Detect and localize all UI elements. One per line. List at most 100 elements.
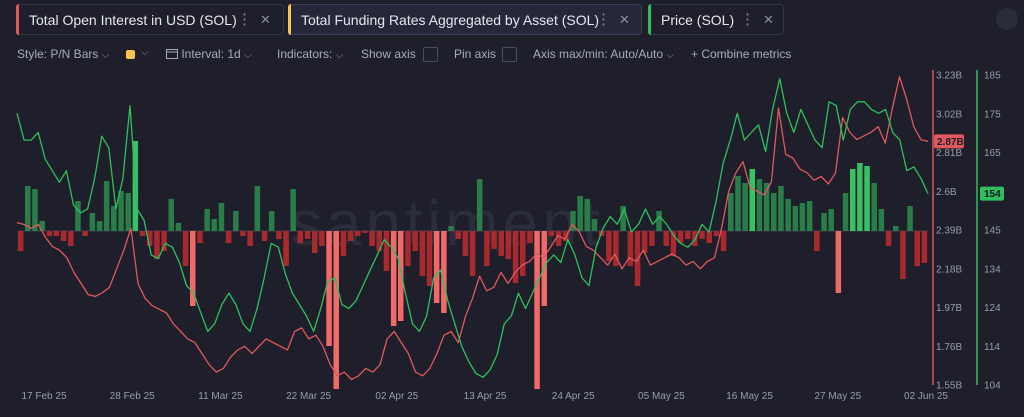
funding-bar [835, 231, 842, 293]
tab-accent-open-interest [16, 4, 19, 35]
combine-metrics-button[interactable]: + Combine metrics [691, 47, 792, 61]
funding-bar [563, 231, 569, 241]
funding-bar [763, 183, 770, 231]
funding-bar [520, 231, 526, 276]
funding-bar [89, 213, 96, 231]
funding-bar [276, 231, 282, 239]
funding-bar [627, 231, 634, 266]
axes: 3.23B 3.02B 2.81B 2.6B 2.39B 2.18B 1.97B 1.76B 1… [932, 70, 1004, 392]
funding-bar [312, 231, 318, 253]
funding-bar [175, 223, 182, 231]
x-tick-label: 13 Apr 25 [464, 391, 507, 402]
funding-bar [168, 199, 174, 231]
funding-bar [96, 221, 103, 231]
pin-axis-checkbox[interactable] [502, 47, 517, 62]
tab-price[interactable]: Price (SOL) ⋮ ✕ [648, 4, 784, 35]
calendar-icon [166, 49, 178, 59]
funding-bar [297, 231, 304, 243]
funding-bar [670, 231, 677, 256]
funding-bar [39, 221, 45, 231]
funding-bar [319, 231, 325, 246]
funding-bar [728, 193, 734, 231]
funding-bar [512, 231, 519, 283]
funding-bar [498, 231, 504, 256]
funding-bar [390, 231, 397, 326]
chevron-down-icon[interactable]: ⌵ [141, 47, 149, 58]
tab-open-interest[interactable]: Total Open Interest in USD (SOL) ⋮ ✕ [16, 4, 284, 35]
funding-bar [75, 201, 81, 231]
funding-bar [534, 231, 540, 389]
open-interest-tick-label: 2.39B [936, 226, 962, 237]
funding-bar [448, 226, 454, 231]
funding-bar [60, 231, 67, 241]
tab-accent-price [648, 4, 651, 35]
funding-bar [161, 231, 167, 251]
price-tick-label: 165 [984, 148, 1001, 159]
tab-label-open-interest: Total Open Interest in USD (SOL) [29, 11, 237, 28]
close-icon[interactable]: ✕ [763, 12, 774, 27]
funding-bar [32, 189, 38, 231]
funding-bar [570, 211, 576, 231]
color-swatch[interactable] [126, 50, 135, 59]
funding-bar [261, 231, 268, 241]
funding-bar [921, 231, 928, 263]
tab-accent-funding-rates [288, 4, 291, 35]
open-interest-tick-label: 2.81B [936, 148, 962, 159]
funding-bar [82, 231, 88, 236]
funding-bar [154, 231, 160, 259]
tab-label-funding-rates: Total Funding Rates Aggregated by Asset … [301, 11, 600, 28]
x-tick-label: 05 May 25 [638, 391, 685, 402]
funding-bar [469, 231, 476, 276]
funding-bar [355, 231, 361, 236]
funding-bar [441, 231, 447, 313]
axis-maxmin-selector[interactable]: Axis max/min: Auto/Auto ⌵ [533, 47, 674, 61]
funding-bar [25, 186, 31, 231]
theme-toggle-icon[interactable] [996, 8, 1018, 30]
funding-bar [290, 189, 296, 231]
funding-bar [426, 231, 433, 286]
open-interest-tick-label: 2.18B [936, 264, 962, 275]
funding-bar [606, 231, 612, 261]
funding-bar [347, 231, 354, 241]
style-selector[interactable]: Style: P/N Bars ⌵ [17, 47, 109, 61]
funding-bar [713, 231, 720, 236]
open-interest-tick-label: 3.02B [936, 109, 962, 120]
funding-bar [907, 206, 913, 231]
price-current-value: 154 [984, 189, 1001, 200]
funding-bar [735, 176, 741, 231]
x-tick-label: 17 Feb 25 [21, 391, 66, 402]
tab-funding-rates[interactable]: Total Funding Rates Aggregated by Asset … [288, 4, 642, 35]
funding-bar [225, 231, 232, 243]
funding-bar [247, 231, 253, 246]
funding-bar [828, 209, 834, 231]
funding-bar [656, 211, 662, 231]
chart-toolbar: Style: P/N Bars ⌵ ⌵ Interval: 1d ⌵ Indic… [0, 44, 1024, 66]
funding-bar [749, 169, 755, 231]
indicators-selector[interactable]: Indicators: ⌵ [277, 47, 343, 61]
funding-bar [577, 196, 583, 231]
interval-selector[interactable]: Interval: 1d ⌵ [166, 47, 252, 61]
more-options-icon[interactable]: ⋮ [596, 11, 611, 28]
funding-bar [362, 231, 368, 233]
funding-bar [893, 226, 899, 231]
price-tick-label: 114 [984, 342, 1000, 353]
funding-bar [771, 193, 777, 231]
funding-bar [190, 231, 196, 306]
close-icon[interactable]: ✕ [619, 12, 630, 27]
funding-bar [283, 231, 289, 266]
open-interest-current-value: 2.87B [937, 137, 964, 148]
funding-bar [677, 231, 684, 243]
funding-bar [699, 231, 705, 239]
funding-bar [850, 169, 856, 231]
funding-bar [405, 231, 411, 266]
x-tick-label: 24 Apr 25 [552, 391, 595, 402]
more-options-icon[interactable]: ⋮ [237, 11, 252, 28]
price-tick-label: 145 [984, 226, 1001, 237]
chevron-down-icon: ⌵ [666, 50, 674, 61]
more-options-icon[interactable]: ⋮ [740, 11, 755, 28]
close-icon[interactable]: ✕ [260, 12, 271, 27]
show-axis-checkbox[interactable] [423, 47, 438, 62]
funding-bar [720, 231, 727, 251]
funding-bar [778, 186, 784, 231]
